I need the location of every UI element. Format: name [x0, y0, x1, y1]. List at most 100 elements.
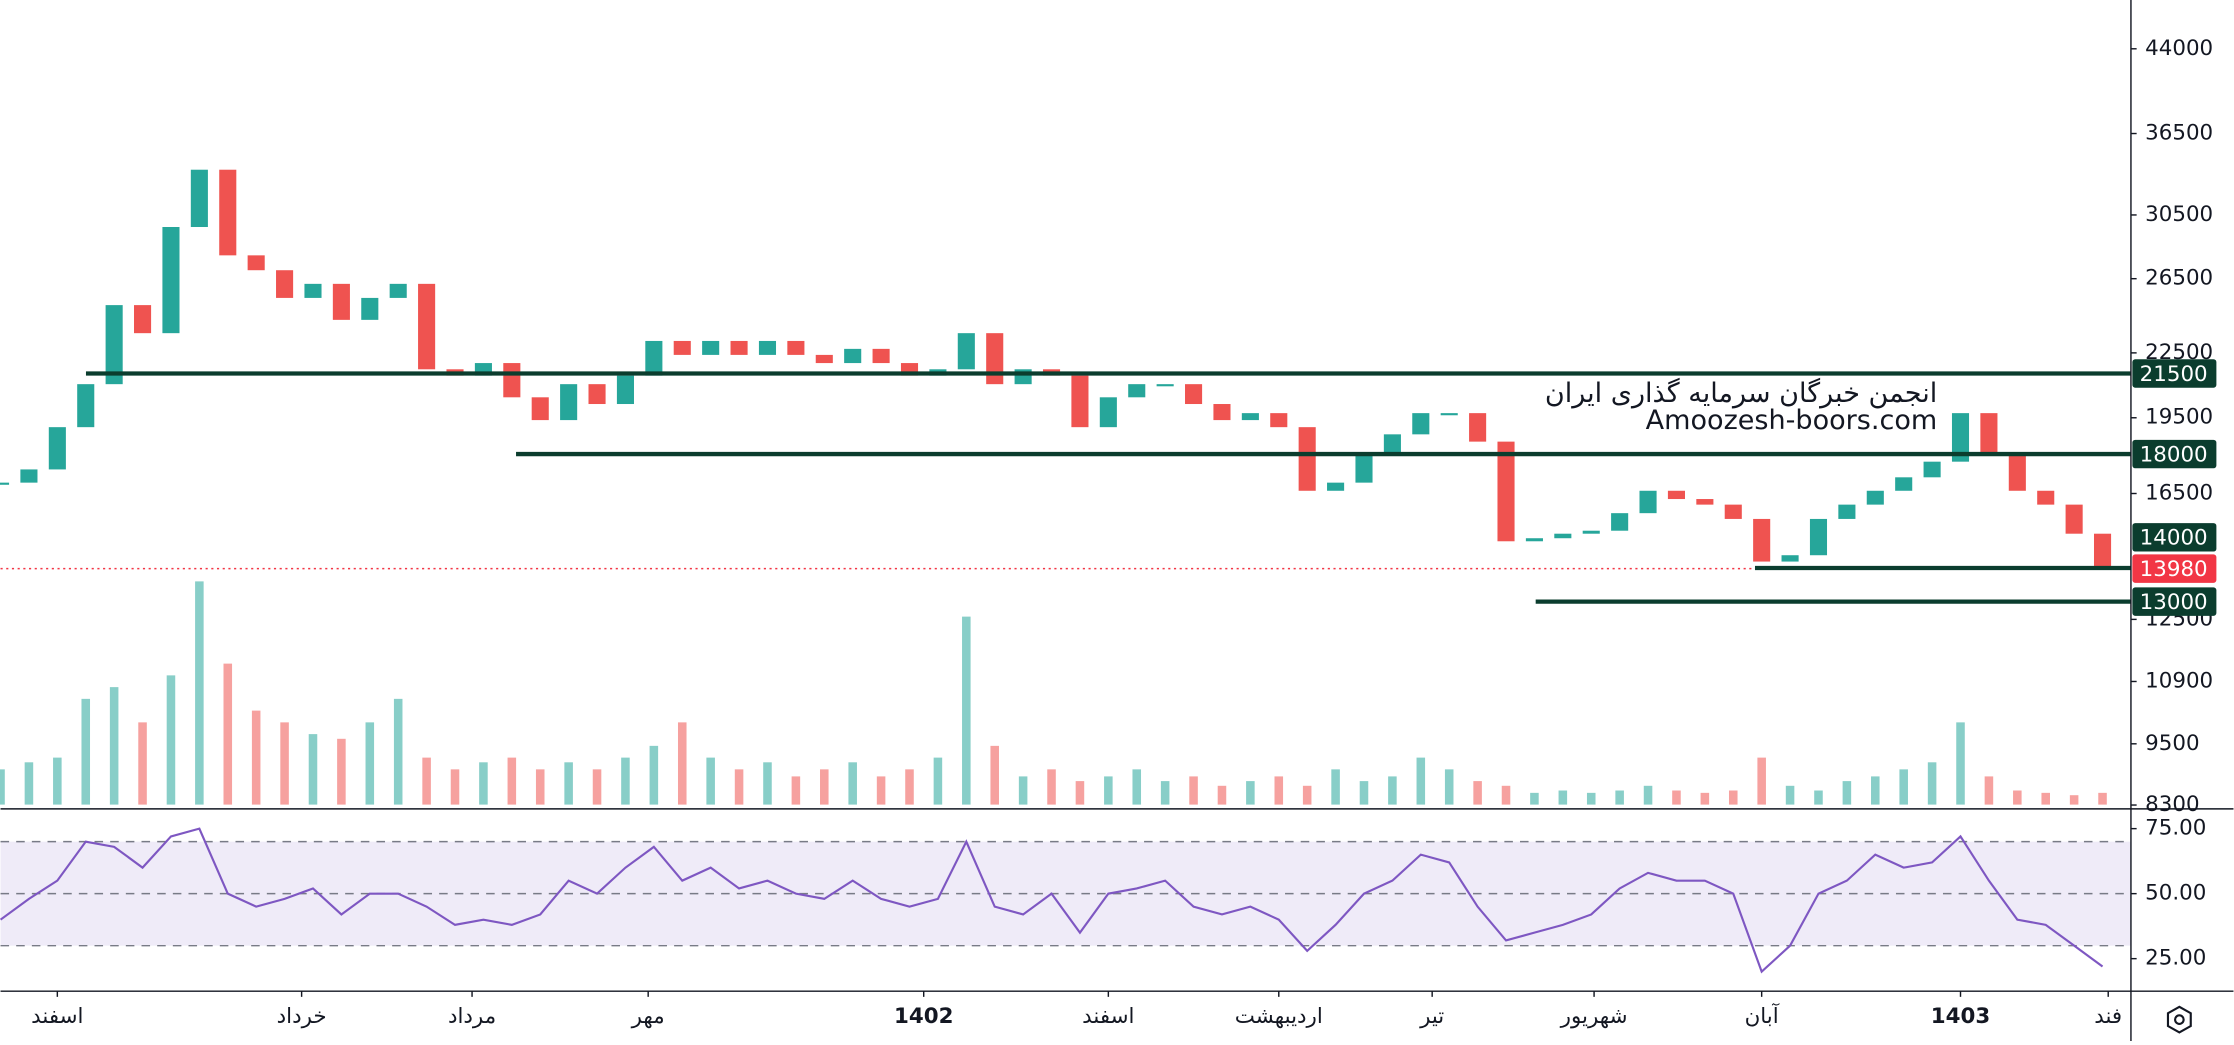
level-badge — [2132, 587, 2217, 616]
candle-body — [1724, 504, 1742, 519]
volume-bar — [763, 762, 772, 805]
candle-body — [1809, 518, 1828, 556]
candle-body — [1185, 384, 1203, 405]
volume-bar — [1104, 776, 1113, 805]
volume-bar — [1672, 790, 1681, 805]
candle-body — [2008, 454, 2026, 491]
volume-bar — [1359, 781, 1369, 805]
candle-body — [673, 340, 691, 355]
volume-bar — [990, 745, 999, 805]
volume-bar — [223, 663, 233, 805]
candle-body — [815, 354, 833, 364]
candle-body — [1895, 477, 1913, 491]
last-price-badge — [2132, 554, 2217, 583]
time-tick-label: شهریور — [1560, 1004, 1628, 1029]
candle-body — [1241, 413, 1259, 421]
settings-icon[interactable] — [2166, 1005, 2192, 1034]
volume-bar — [1530, 792, 1539, 805]
volume-bar — [1189, 776, 1198, 805]
last-price-label: 13980 — [2140, 557, 2208, 582]
candle-body — [162, 227, 180, 334]
candle-body — [2065, 504, 2083, 534]
candle-body — [1639, 490, 1657, 514]
volume-bar — [677, 722, 687, 805]
volume-bar — [734, 769, 744, 805]
candle-body — [418, 283, 436, 370]
volume-bar — [1018, 776, 1028, 805]
candle-body — [560, 384, 578, 421]
price-tick-label: 36500 — [2145, 121, 2213, 146]
volume-bar — [195, 581, 204, 805]
candle-body — [1099, 397, 1117, 428]
time-tick-label: اسفند — [1082, 1004, 1134, 1029]
volume-bar — [706, 757, 715, 805]
volume-bar — [848, 762, 857, 805]
volume-bar — [1558, 790, 1568, 805]
candle-body — [1611, 513, 1629, 531]
candle-body — [1440, 413, 1458, 416]
candle-body — [1497, 441, 1515, 542]
candle-body — [1383, 434, 1401, 455]
volume-bar — [81, 698, 91, 805]
candle-body — [361, 297, 379, 320]
candle-body — [219, 169, 237, 256]
level-badge — [2132, 359, 2217, 388]
volume-bar — [876, 776, 886, 805]
volume-bar — [1984, 776, 1994, 805]
volume-bar — [24, 762, 34, 805]
candle-body — [1866, 490, 1884, 505]
volume-bar — [621, 757, 630, 805]
candle-body — [787, 340, 805, 355]
candle-body — [1696, 499, 1714, 505]
volume-bar — [1871, 776, 1880, 805]
volume-bar — [933, 757, 943, 805]
volume-bar — [820, 769, 829, 805]
volume-bar — [1416, 757, 1426, 805]
volume-bar — [1217, 785, 1227, 805]
candle-body — [986, 333, 1004, 385]
volume-bar — [2098, 792, 2107, 805]
candle-body — [1753, 518, 1771, 562]
volume-bar — [1331, 769, 1340, 805]
volume-bar — [1643, 785, 1653, 805]
candle-body — [645, 340, 663, 376]
volume-bar — [1842, 781, 1852, 805]
settings-dot[interactable] — [2174, 1014, 2185, 1025]
candle-body — [1469, 413, 1487, 442]
candle-body — [1355, 454, 1373, 483]
candle-body — [1525, 538, 1543, 542]
volume-bar — [1160, 781, 1170, 805]
volume-bar — [1899, 769, 1908, 805]
time-tick-label: تیر — [1419, 1004, 1444, 1029]
candle-body — [758, 340, 777, 355]
price-tick-label: 19500 — [2145, 405, 2213, 430]
level-badge-label: 14000 — [2140, 526, 2208, 551]
volume-bar — [1728, 790, 1738, 805]
volume-bar — [1757, 757, 1766, 805]
volume-bar — [2069, 795, 2079, 805]
volume-bar — [0, 769, 5, 805]
candle-body — [531, 397, 549, 421]
volume-bar — [251, 710, 261, 805]
volume-bar — [422, 757, 431, 805]
candle-body — [389, 283, 407, 298]
volume-bar — [1274, 776, 1284, 805]
volume-bar — [109, 687, 119, 805]
candle-body — [1071, 375, 1089, 428]
plot-layer: 4400036500305002650022500195001650012500… — [0, 36, 2217, 1029]
candle-body — [1213, 404, 1231, 421]
volume-bar — [1700, 792, 1710, 805]
time-tick-label: خرداد — [277, 1004, 327, 1029]
price-tick-label: 16500 — [2145, 481, 2213, 506]
volume-bar — [649, 745, 659, 805]
volume-bar — [507, 757, 517, 805]
volume-bar — [564, 762, 573, 805]
candle-body — [1582, 530, 1600, 534]
candle-body — [48, 427, 66, 470]
price-tick-label: 30500 — [2145, 202, 2213, 227]
level-badge-label: 18000 — [2140, 442, 2208, 467]
volume-bar — [365, 722, 375, 805]
candle-body — [1298, 427, 1316, 491]
volume-bar — [1075, 781, 1085, 805]
settings-hexagon[interactable] — [2166, 1005, 2192, 1034]
